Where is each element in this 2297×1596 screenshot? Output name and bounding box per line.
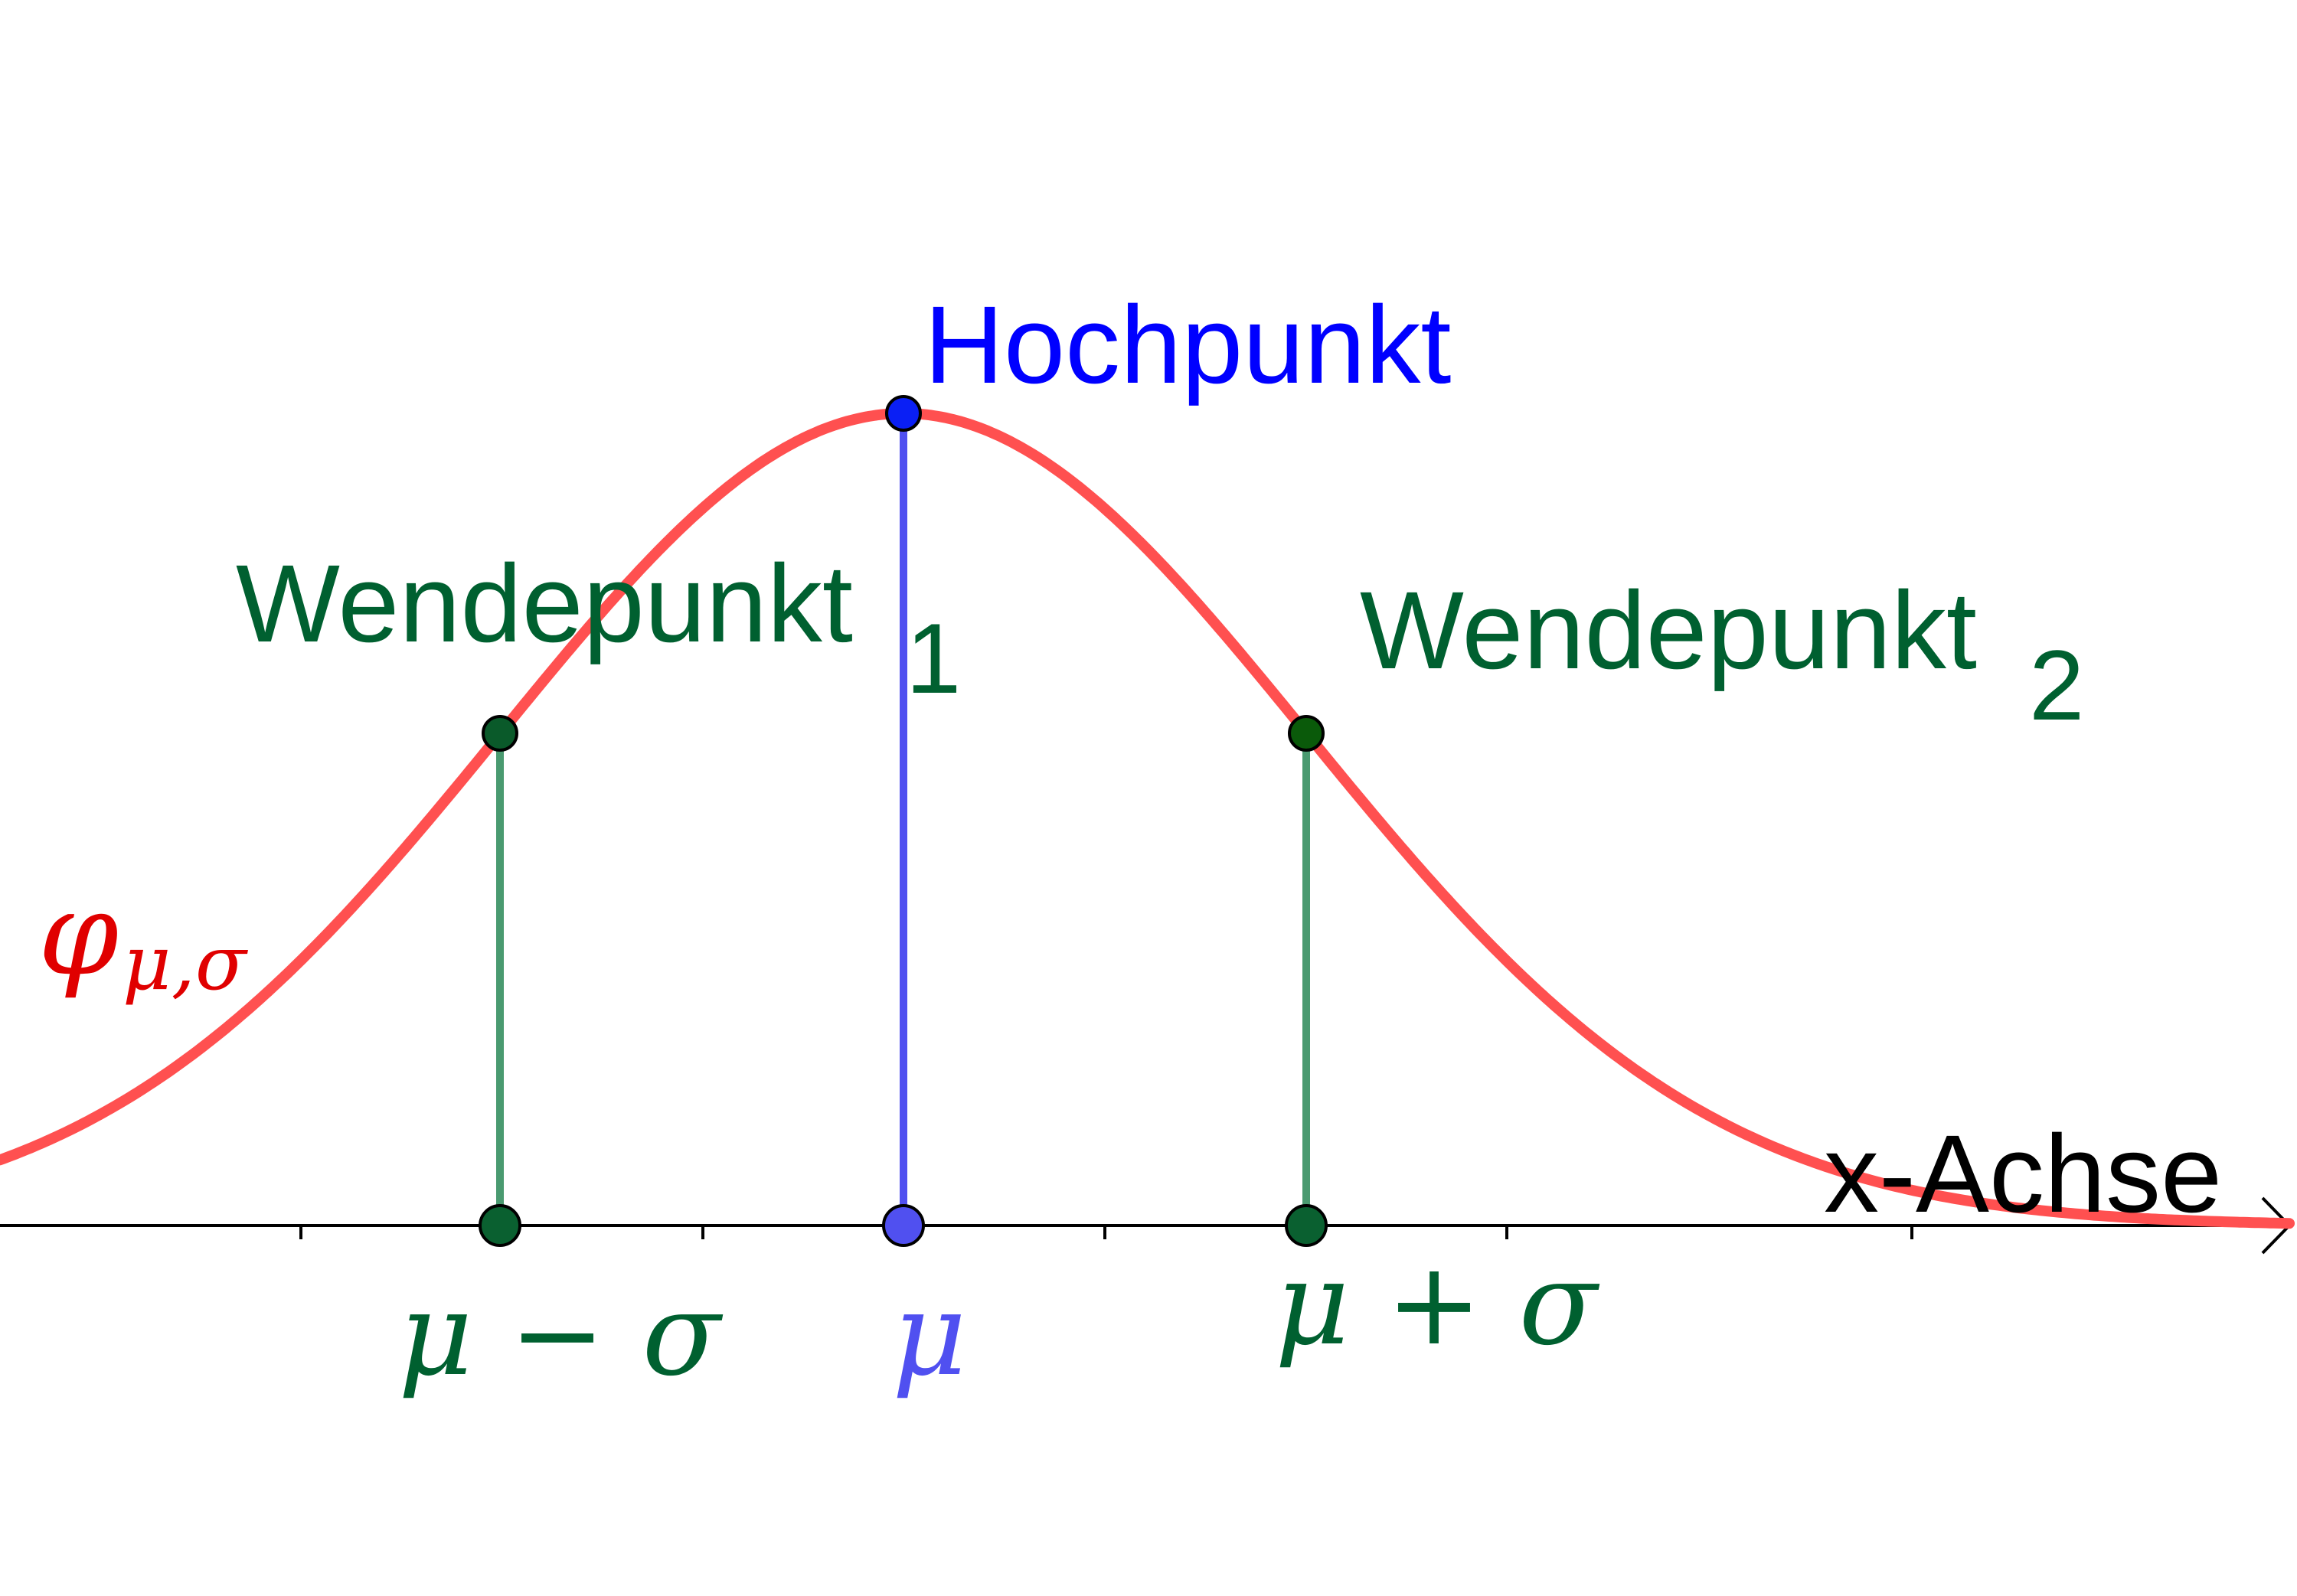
wendepunkt1-label: Wendepunkt (236, 542, 853, 665)
wendepunkt1-point[interactable] (482, 715, 518, 752)
mu-label: μ (892, 1268, 967, 1402)
wendepunkt2-subscript: 2 (2029, 629, 2084, 741)
mu-point[interactable] (882, 1204, 925, 1247)
wendepunkt2-label: Wendepunkt (1360, 569, 1977, 692)
wendepunkt1-subscript: 1 (906, 602, 961, 714)
hochpunkt-point[interactable] (885, 395, 922, 432)
wendepunkt2-label-main: Wendepunkt (1360, 569, 1977, 692)
function-subscript: μ,σ (123, 920, 249, 1007)
x-axis-label: x-Achse (1824, 1112, 2222, 1235)
mu-plus-sigma-point[interactable] (1285, 1204, 1328, 1247)
mu-minus-sigma-label: μ − σ (398, 1268, 724, 1402)
mu-plus-sigma-label: μ + σ (1275, 1238, 1600, 1371)
hochpunkt-label: Hochpunkt (924, 283, 1451, 406)
wendepunkt2-point[interactable] (1288, 715, 1325, 752)
mu-minus-sigma-point[interactable] (479, 1204, 521, 1247)
x-axis-ticks (299, 1226, 1913, 1239)
wendepunkt1-label-main: Wendepunkt (236, 542, 853, 665)
function-label: φ (38, 868, 119, 1001)
bell-curve (0, 408, 2295, 1229)
